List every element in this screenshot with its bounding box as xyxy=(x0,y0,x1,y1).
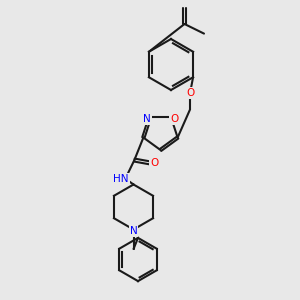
Text: O: O xyxy=(170,114,178,124)
Text: HN: HN xyxy=(113,174,129,184)
Text: N: N xyxy=(130,226,137,236)
Text: N: N xyxy=(143,114,151,124)
Text: O: O xyxy=(187,88,195,98)
Text: O: O xyxy=(150,158,159,168)
